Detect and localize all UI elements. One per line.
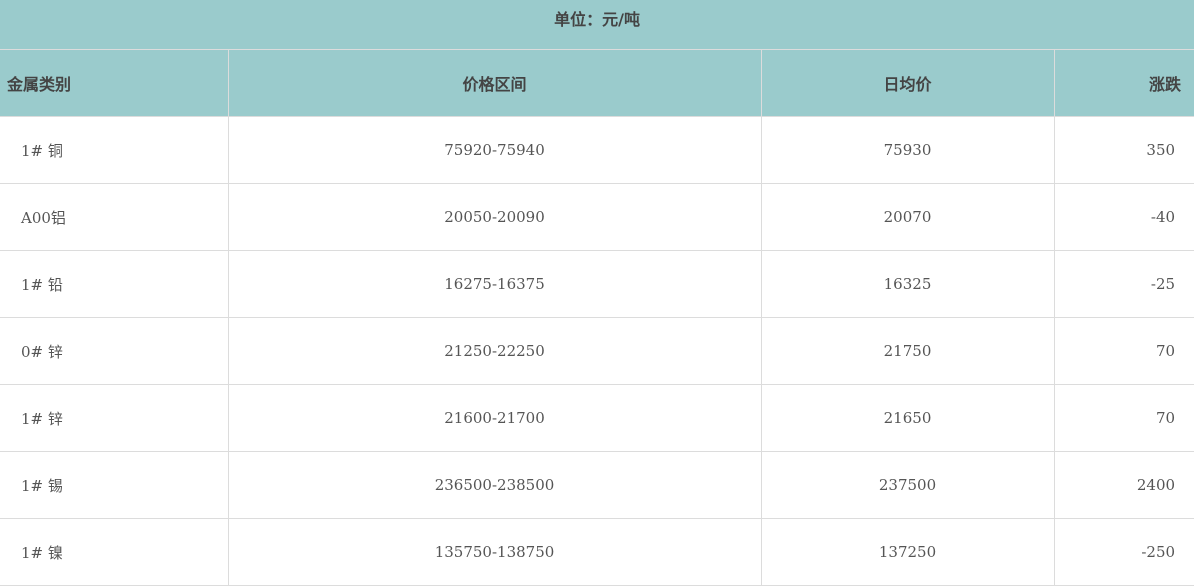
metal-cell: 1# 铜	[0, 116, 229, 184]
unit-row: 单位：元/吨	[0, 0, 1194, 50]
price-range-cell: 236500-238500	[227, 451, 762, 519]
change-cell: 70	[1053, 384, 1194, 452]
metal-cell: 1# 锡	[0, 451, 229, 519]
average-price-cell: 16325	[760, 250, 1055, 318]
average-price-cell: 75930	[760, 116, 1055, 184]
metal-cell: 1# 锌	[0, 384, 229, 452]
table-row: A00铝 20050-20090 20070 -40	[0, 183, 1194, 251]
metal-cell: 1# 铅	[0, 250, 229, 318]
column-header-avg: 日均价	[760, 49, 1055, 117]
column-header-metal: 金属类别	[0, 49, 229, 117]
price-range-cell: 20050-20090	[227, 183, 762, 251]
price-range-cell: 21600-21700	[227, 384, 762, 452]
change-cell: -25	[1053, 250, 1194, 318]
change-cell: 2400	[1053, 451, 1194, 519]
table-row: 0# 锌 21250-22250 21750 70	[0, 317, 1194, 385]
change-cell: 350	[1053, 116, 1194, 184]
average-price-cell: 237500	[760, 451, 1055, 519]
table-row: 1# 铅 16275-16375 16325 -25	[0, 250, 1194, 318]
column-header-range: 价格区间	[227, 49, 762, 117]
table-row: 1# 锡 236500-238500 237500 2400	[0, 451, 1194, 519]
average-price-cell: 21750	[760, 317, 1055, 385]
header-row: 金属类别 价格区间 日均价 涨跌	[0, 49, 1194, 117]
unit-label: 单位：元/吨	[0, 0, 1194, 50]
price-range-cell: 21250-22250	[227, 317, 762, 385]
price-range-cell: 135750-138750	[227, 518, 762, 586]
change-cell: -250	[1053, 518, 1194, 586]
average-price-cell: 137250	[760, 518, 1055, 586]
column-header-change: 涨跌	[1053, 49, 1194, 117]
metal-cell: A00铝	[0, 183, 229, 251]
metal-cell: 1# 镍	[0, 518, 229, 586]
average-price-cell: 21650	[760, 384, 1055, 452]
price-range-cell: 16275-16375	[227, 250, 762, 318]
change-cell: 70	[1053, 317, 1194, 385]
table-row: 1# 镍 135750-138750 137250 -250	[0, 518, 1194, 586]
price-range-cell: 75920-75940	[227, 116, 762, 184]
table-row: 1# 锌 21600-21700 21650 70	[0, 384, 1194, 452]
table-row: 1# 铜 75920-75940 75930 350	[0, 116, 1194, 184]
average-price-cell: 20070	[760, 183, 1055, 251]
change-cell: -40	[1053, 183, 1194, 251]
metal-cell: 0# 锌	[0, 317, 229, 385]
